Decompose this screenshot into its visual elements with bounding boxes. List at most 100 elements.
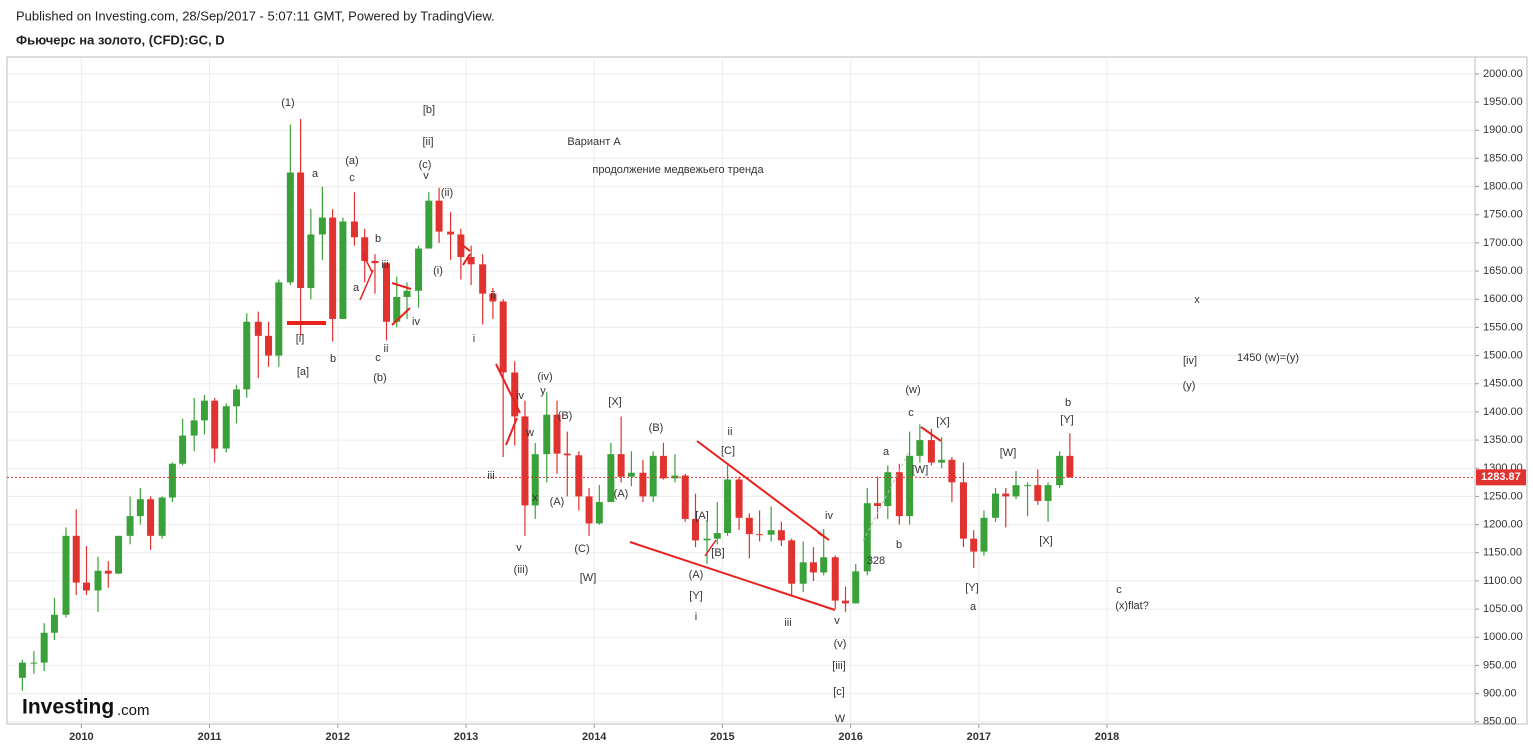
candle-body: [415, 248, 423, 291]
wave-label: i: [473, 333, 475, 345]
trend-line: [495, 363, 521, 414]
y-tick-label: 1550.00: [1483, 321, 1523, 333]
y-tick-label: 1450.00: [1483, 378, 1523, 390]
candle-body: [852, 571, 860, 604]
wave-label: b: [896, 539, 902, 551]
wave-label: a: [883, 446, 890, 458]
candle-body: [329, 217, 337, 319]
x-tick-label: 2016: [838, 731, 862, 743]
candle-body: [970, 538, 978, 552]
projection-line: [862, 449, 911, 542]
candle-body: [361, 237, 369, 261]
y-tick-label: 900.00: [1483, 687, 1517, 699]
wave-label: (i): [433, 265, 443, 277]
wave-label: y: [540, 385, 546, 397]
trend-line: [462, 253, 471, 266]
x-tick-label: 2015: [710, 731, 734, 743]
logo-suffix: .com: [117, 702, 150, 719]
candle-body: [467, 256, 475, 265]
candle-body: [179, 435, 187, 464]
wave-label: v: [834, 615, 840, 627]
candle-body: [499, 301, 507, 373]
candle-body: [489, 293, 497, 302]
candle-body: [136, 499, 144, 517]
candle-body: [1002, 493, 1010, 497]
y-tick-label: 1800.00: [1483, 180, 1523, 192]
candle-body: [286, 172, 294, 283]
wave-label: (A): [689, 569, 704, 581]
candle-body: [703, 538, 711, 541]
symbol-title: Фьючерс на золото, (CFD):GC, D: [16, 32, 225, 47]
candle-body: [297, 172, 305, 288]
candle-body: [649, 455, 657, 497]
candle-body: [200, 400, 208, 421]
wave-label: Вариант А: [567, 136, 621, 148]
candle-body: [232, 389, 240, 407]
wave-label: [b]: [423, 104, 435, 116]
y-tick-label: 1150.00: [1483, 547, 1522, 559]
candle-body: [863, 503, 871, 572]
wave-label: a: [312, 168, 319, 180]
wave-label: a: [970, 601, 977, 613]
wave-label: продолжение медвежьего тренда: [592, 164, 764, 176]
wave-label: iii: [784, 617, 791, 629]
wave-label: c: [908, 407, 914, 419]
y-tick-label: 1500.00: [1483, 349, 1523, 361]
candle-body: [831, 557, 839, 601]
trend-line: [629, 541, 836, 611]
candle-body: [222, 406, 230, 449]
candle-body: [948, 459, 956, 483]
candle-body: [243, 321, 251, 390]
candle-body: [511, 372, 519, 417]
wave-label: b: [375, 233, 381, 245]
wave-label: [A]: [695, 510, 708, 522]
candle-body: [190, 420, 198, 436]
wave-label: [ii]: [423, 136, 434, 148]
candle-body: [403, 290, 411, 297]
candle-body: [927, 440, 935, 463]
candle-body: [531, 454, 539, 506]
candle-body: [254, 321, 262, 336]
wave-label: c: [1116, 584, 1122, 596]
y-tick-label: 1000.00: [1483, 631, 1523, 643]
wave-label: w: [525, 427, 534, 439]
published-note: Published on Investing.com, 28/Sep/2017 …: [16, 8, 495, 23]
y-tick-label: 850.00: [1483, 716, 1517, 728]
y-tick-label: 1700.00: [1483, 237, 1523, 249]
candle-body: [30, 662, 38, 664]
trend-line: [920, 426, 942, 442]
candle-body: [585, 496, 593, 524]
wave-label: (iv): [537, 371, 552, 383]
candle-body: [447, 231, 455, 235]
wave-label: v: [516, 542, 522, 554]
candle-body: [521, 416, 529, 506]
wave-label: (a): [345, 155, 358, 167]
candle-body: [595, 502, 603, 524]
candle-body: [841, 600, 849, 604]
x-tick-label: 2017: [967, 731, 991, 743]
candle-body: [1066, 455, 1074, 478]
wave-label: [X]: [608, 396, 621, 408]
trend-line: [362, 253, 373, 273]
candle-body: [563, 453, 571, 456]
candle-body: [1012, 485, 1020, 497]
candle-body: [168, 463, 176, 498]
wave-label: iii: [381, 259, 388, 271]
y-tick-label: 1100.00: [1483, 575, 1522, 587]
wave-label: c: [349, 172, 355, 184]
y-tick-label: 1750.00: [1483, 209, 1523, 221]
candle-body: [575, 455, 583, 497]
candle-body: [104, 570, 112, 574]
trend-line: [359, 269, 374, 301]
candle-body: [991, 493, 999, 518]
candle-body: [275, 282, 283, 356]
wave-label: (w): [905, 384, 920, 396]
candle-body: [371, 260, 379, 264]
wave-label: [W]: [1000, 447, 1017, 459]
candle-body: [350, 221, 358, 238]
y-tick-label: 1050.00: [1483, 603, 1523, 615]
wave-label: (b): [373, 372, 386, 384]
last-price-label: 1283.87: [1481, 471, 1521, 483]
y-tick-label: 1950.00: [1483, 96, 1523, 108]
